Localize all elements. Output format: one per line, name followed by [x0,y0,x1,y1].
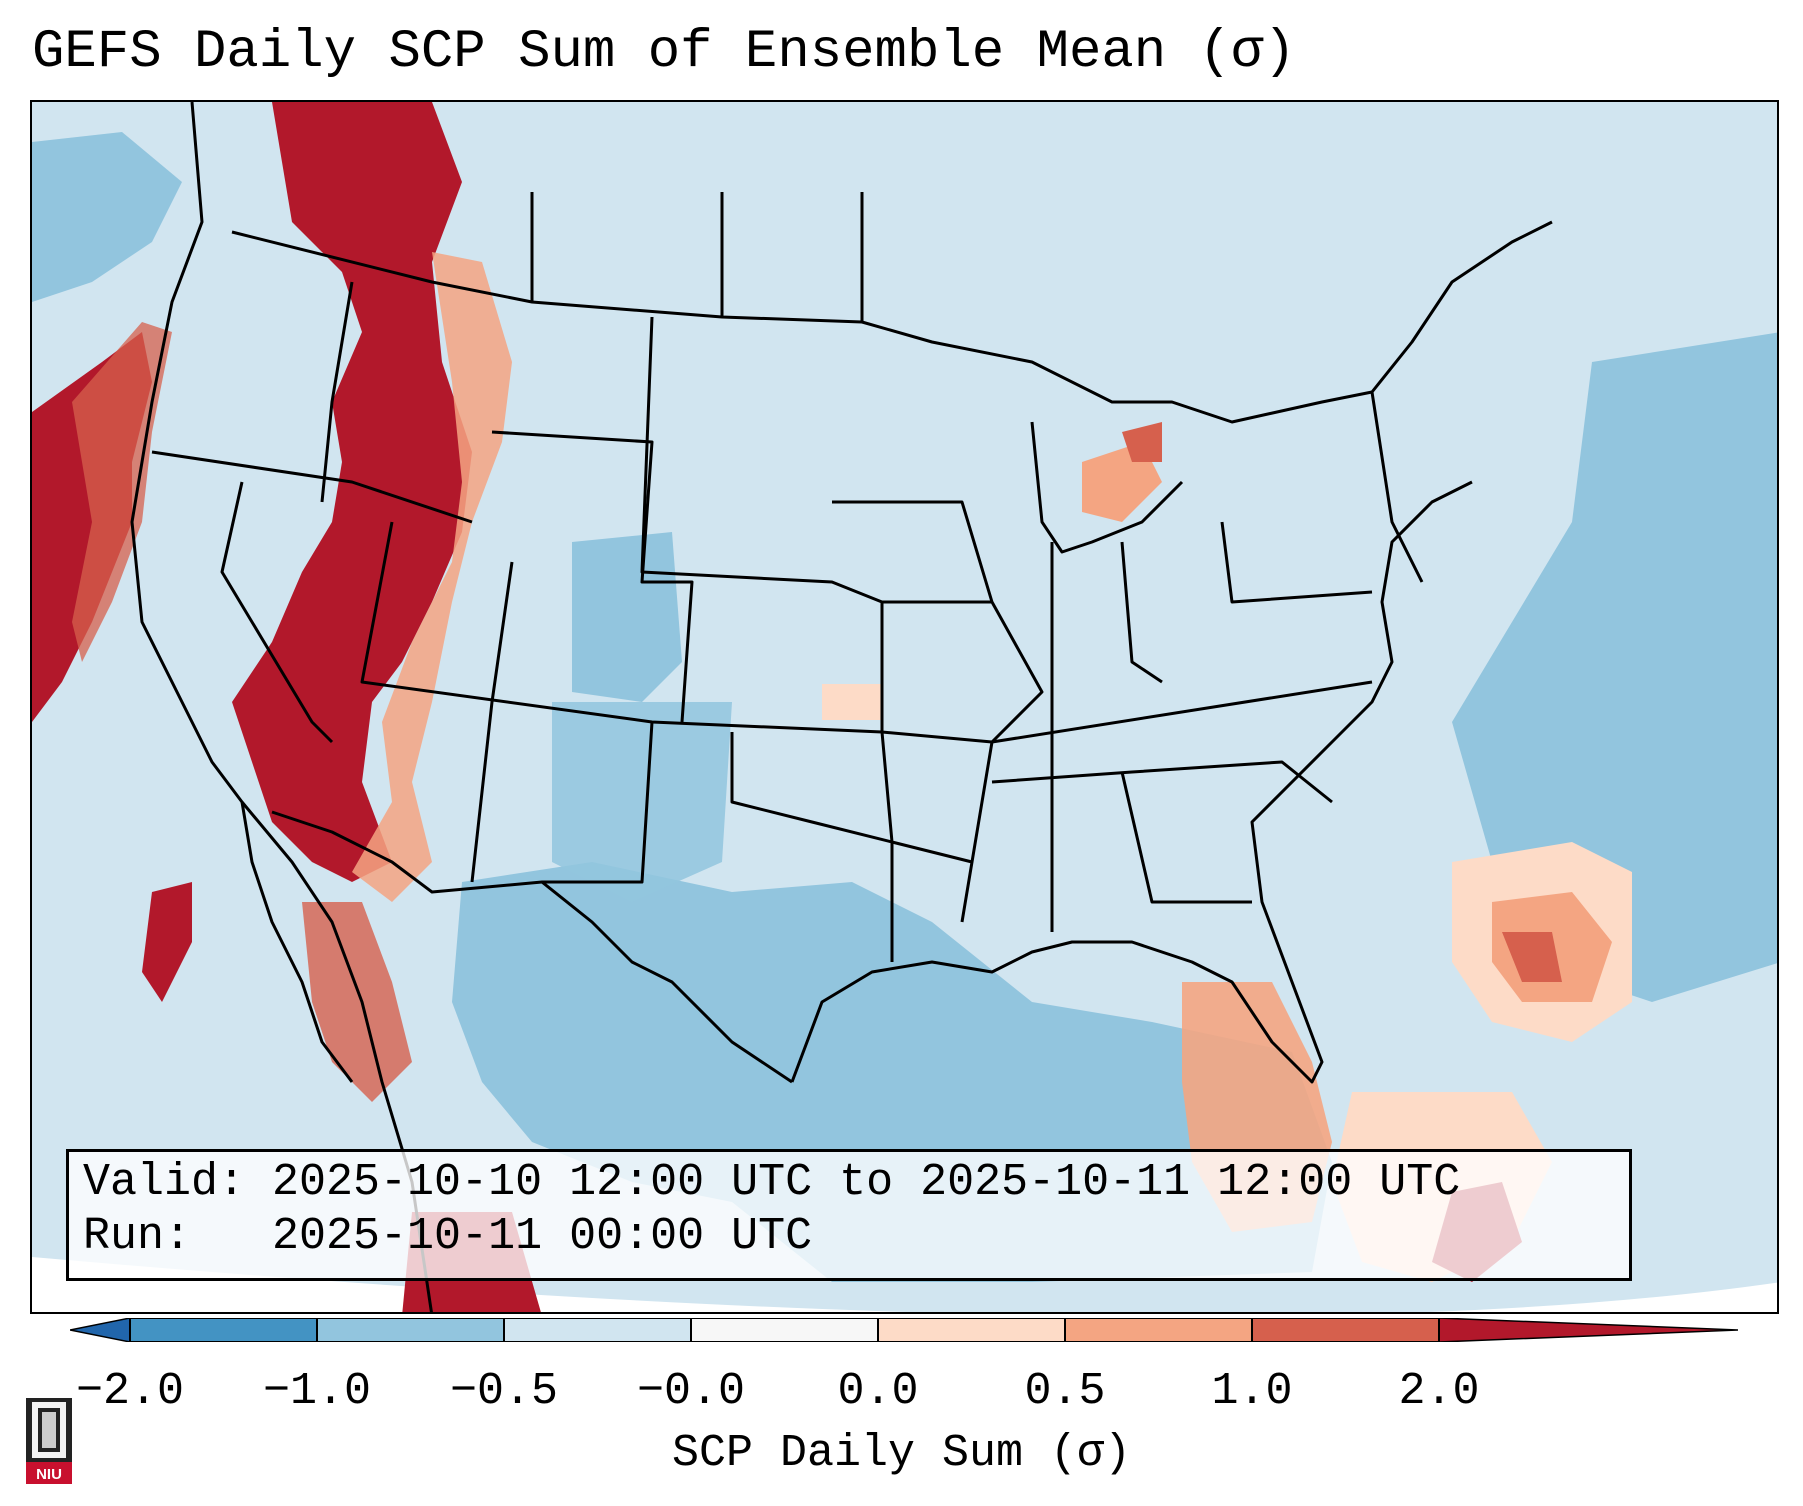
kansas-slight-positive [822,684,882,720]
valid-run-info-box: Valid: 2025-10-10 12:00 UTC to 2025-10-1… [66,1149,1632,1281]
valid-time-text: Valid: 2025-10-10 12:00 UTC to 2025-10-1… [83,1157,1461,1208]
colorbar-tick-label: 0.5 [1024,1366,1106,1417]
niu-logo-icon: NIU [26,1398,72,1484]
colorbar-tick-label: −1.0 [262,1366,372,1417]
colorbar [69,1317,1739,1343]
colorbar-ticks [129,1318,1440,1342]
colorbar-bin [691,1318,878,1342]
colorbar-tick-label: −0.5 [449,1366,559,1417]
coastlines-and-borders [130,102,1553,1312]
california-coast-positive-edge [72,322,172,662]
colorbar-bin [1252,1318,1439,1342]
great-lakes-positive-core [1122,422,1162,462]
colorado-negative-area [572,532,682,702]
map-panel [30,100,1779,1314]
western-interior-positive-edge [352,252,512,902]
colorbar-bin [317,1318,504,1342]
pacific-negative-area [32,132,182,302]
colorbar-bin [504,1318,691,1342]
colorbar-bin [878,1318,1065,1342]
niu-logo: NIU [20,1392,78,1488]
colorbar-tick-label: 2.0 [1398,1366,1480,1417]
colorbar-svg [69,1317,1739,1343]
pacific-offshore-positive [142,882,192,1002]
run-time-text: Run: 2025-10-11 00:00 UTC [83,1211,813,1262]
colorbar-axis-label: SCP Daily Sum (σ) [671,1428,1132,1479]
colorbar-tick-label: −2.0 [75,1366,185,1417]
colorbar-bin [1065,1318,1252,1342]
atlantic-negative-area [1452,332,1777,1002]
colorbar-bin [130,1318,317,1342]
logo-text: NIU [36,1466,62,1483]
chart-title: GEFS Daily SCP Sum of Ensemble Mean (σ) [32,22,1296,83]
map-svg [32,102,1777,1312]
atlantic-positive-core [1502,932,1562,982]
colorbar-tick-label: 0.0 [837,1366,919,1417]
colorbar-under-extension [69,1317,131,1343]
colorbar-over-extension [1438,1317,1739,1343]
newmexico-negative-area [552,702,732,902]
colorbar-tick-label: 1.0 [1211,1366,1293,1417]
colorbar-tick-label: −0.0 [636,1366,746,1417]
